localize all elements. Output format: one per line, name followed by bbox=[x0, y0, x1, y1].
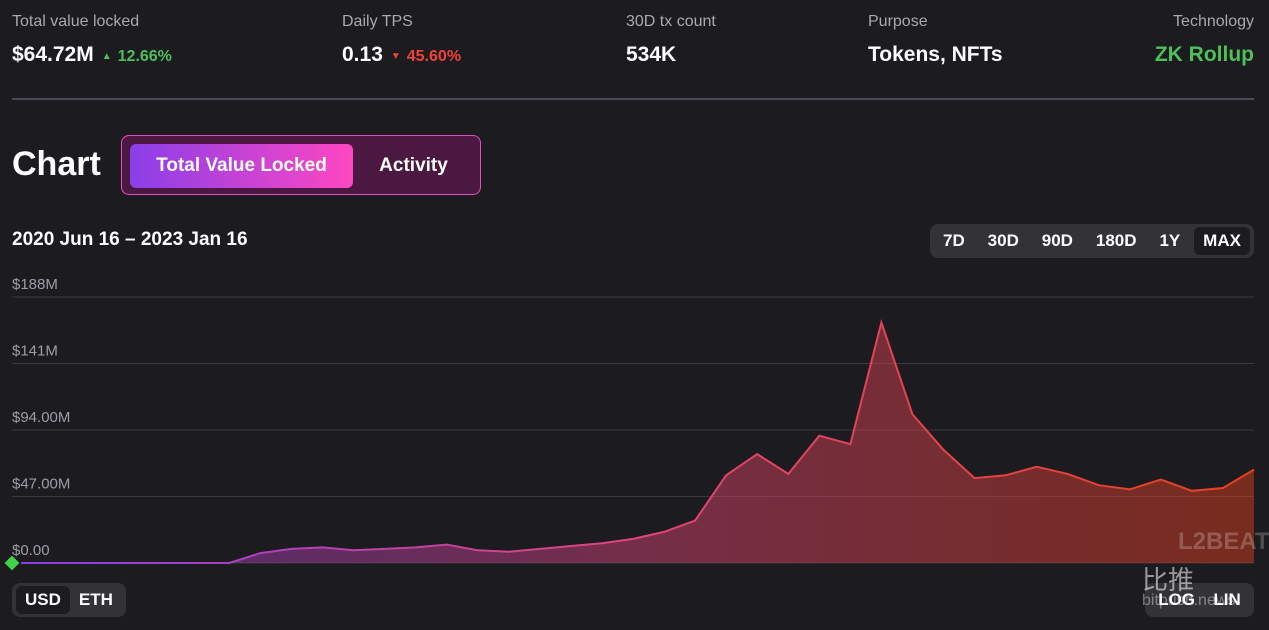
toggle-option[interactable]: 180D bbox=[1095, 231, 1137, 250]
tab[interactable]: Activity bbox=[379, 155, 448, 176]
change-value: 12.66% bbox=[117, 48, 172, 65]
toggle-option[interactable]: ETH bbox=[78, 590, 113, 609]
y-tick-label: $0.00 bbox=[12, 542, 50, 559]
stat-value: 534K bbox=[626, 43, 676, 67]
currency-switch: USD ETH bbox=[12, 583, 126, 617]
toggle-option[interactable]: 30D bbox=[987, 231, 1019, 250]
area-line bbox=[12, 318, 1255, 564]
scale-switch: LOG LIN bbox=[1145, 583, 1254, 617]
stat-change: ▼ 45.60% bbox=[391, 48, 461, 65]
area-fill bbox=[12, 322, 1254, 563]
stat-label: Total value locked bbox=[12, 13, 140, 30]
trend-arrow: ▼ bbox=[390, 51, 401, 62]
overlay-url: bitpush.news bbox=[1142, 592, 1236, 609]
toggle-option[interactable]: LOG bbox=[1158, 590, 1196, 609]
stat-value: ZK Rollup bbox=[1155, 43, 1254, 67]
overlay-logo: 比推 bbox=[1142, 565, 1195, 595]
stat-value: $64.72M ▲ 12.66% bbox=[12, 43, 172, 67]
toggle-option[interactable]: MAX bbox=[1194, 227, 1250, 255]
stat-label: Technology bbox=[1173, 13, 1254, 30]
stat-number: 534K bbox=[626, 43, 677, 66]
stat-number: Tokens, NFTs bbox=[868, 43, 1003, 66]
watermark: L2BEAT bbox=[1178, 528, 1269, 555]
y-tick-label: $94.00M bbox=[12, 409, 70, 426]
stat-value: 0.13 ▼ 45.60% bbox=[342, 43, 461, 67]
toggle-option[interactable]: 90D bbox=[1041, 231, 1073, 250]
stat-change: ▲ 12.66% bbox=[102, 48, 172, 65]
y-tick-label: $141M bbox=[12, 343, 58, 360]
range-switch: 7D 30D 90D 180D 1Y MAX bbox=[930, 224, 1254, 258]
stat-label: Purpose bbox=[868, 13, 928, 30]
toggle-option[interactable]: USD bbox=[16, 586, 70, 614]
stat-label: 30D tx count bbox=[626, 13, 716, 30]
tab-switch: Total Value Locked Activity bbox=[121, 135, 481, 195]
y-tick-label: $188M bbox=[12, 276, 58, 293]
start-marker bbox=[2, 553, 22, 573]
stat-value: Tokens, NFTs bbox=[868, 43, 1003, 67]
toggle-option[interactable]: 7D bbox=[943, 231, 965, 250]
toggle-option[interactable]: LIN bbox=[1213, 590, 1241, 609]
toggle-option[interactable]: 1Y bbox=[1159, 231, 1181, 250]
date-range: 2020 Jun 16 – 2023 Jan 16 bbox=[12, 229, 248, 250]
chart: $0.00 $47.00M $94.00M $141M $188M bbox=[2, 276, 1255, 573]
trend-arrow: ▲ bbox=[101, 51, 112, 62]
stat-number: ZK Rollup bbox=[1154, 43, 1254, 66]
stat-number: 0.13 bbox=[342, 43, 383, 66]
chart-heading: Chart bbox=[12, 145, 101, 183]
divider bbox=[12, 98, 1254, 100]
change-value: 45.60% bbox=[406, 48, 462, 65]
y-tick-label: $47.00M bbox=[12, 476, 70, 493]
stat-number: $64.72M bbox=[12, 43, 94, 66]
tab[interactable]: Total Value Locked bbox=[130, 144, 353, 188]
stat-label: Daily TPS bbox=[342, 13, 413, 30]
